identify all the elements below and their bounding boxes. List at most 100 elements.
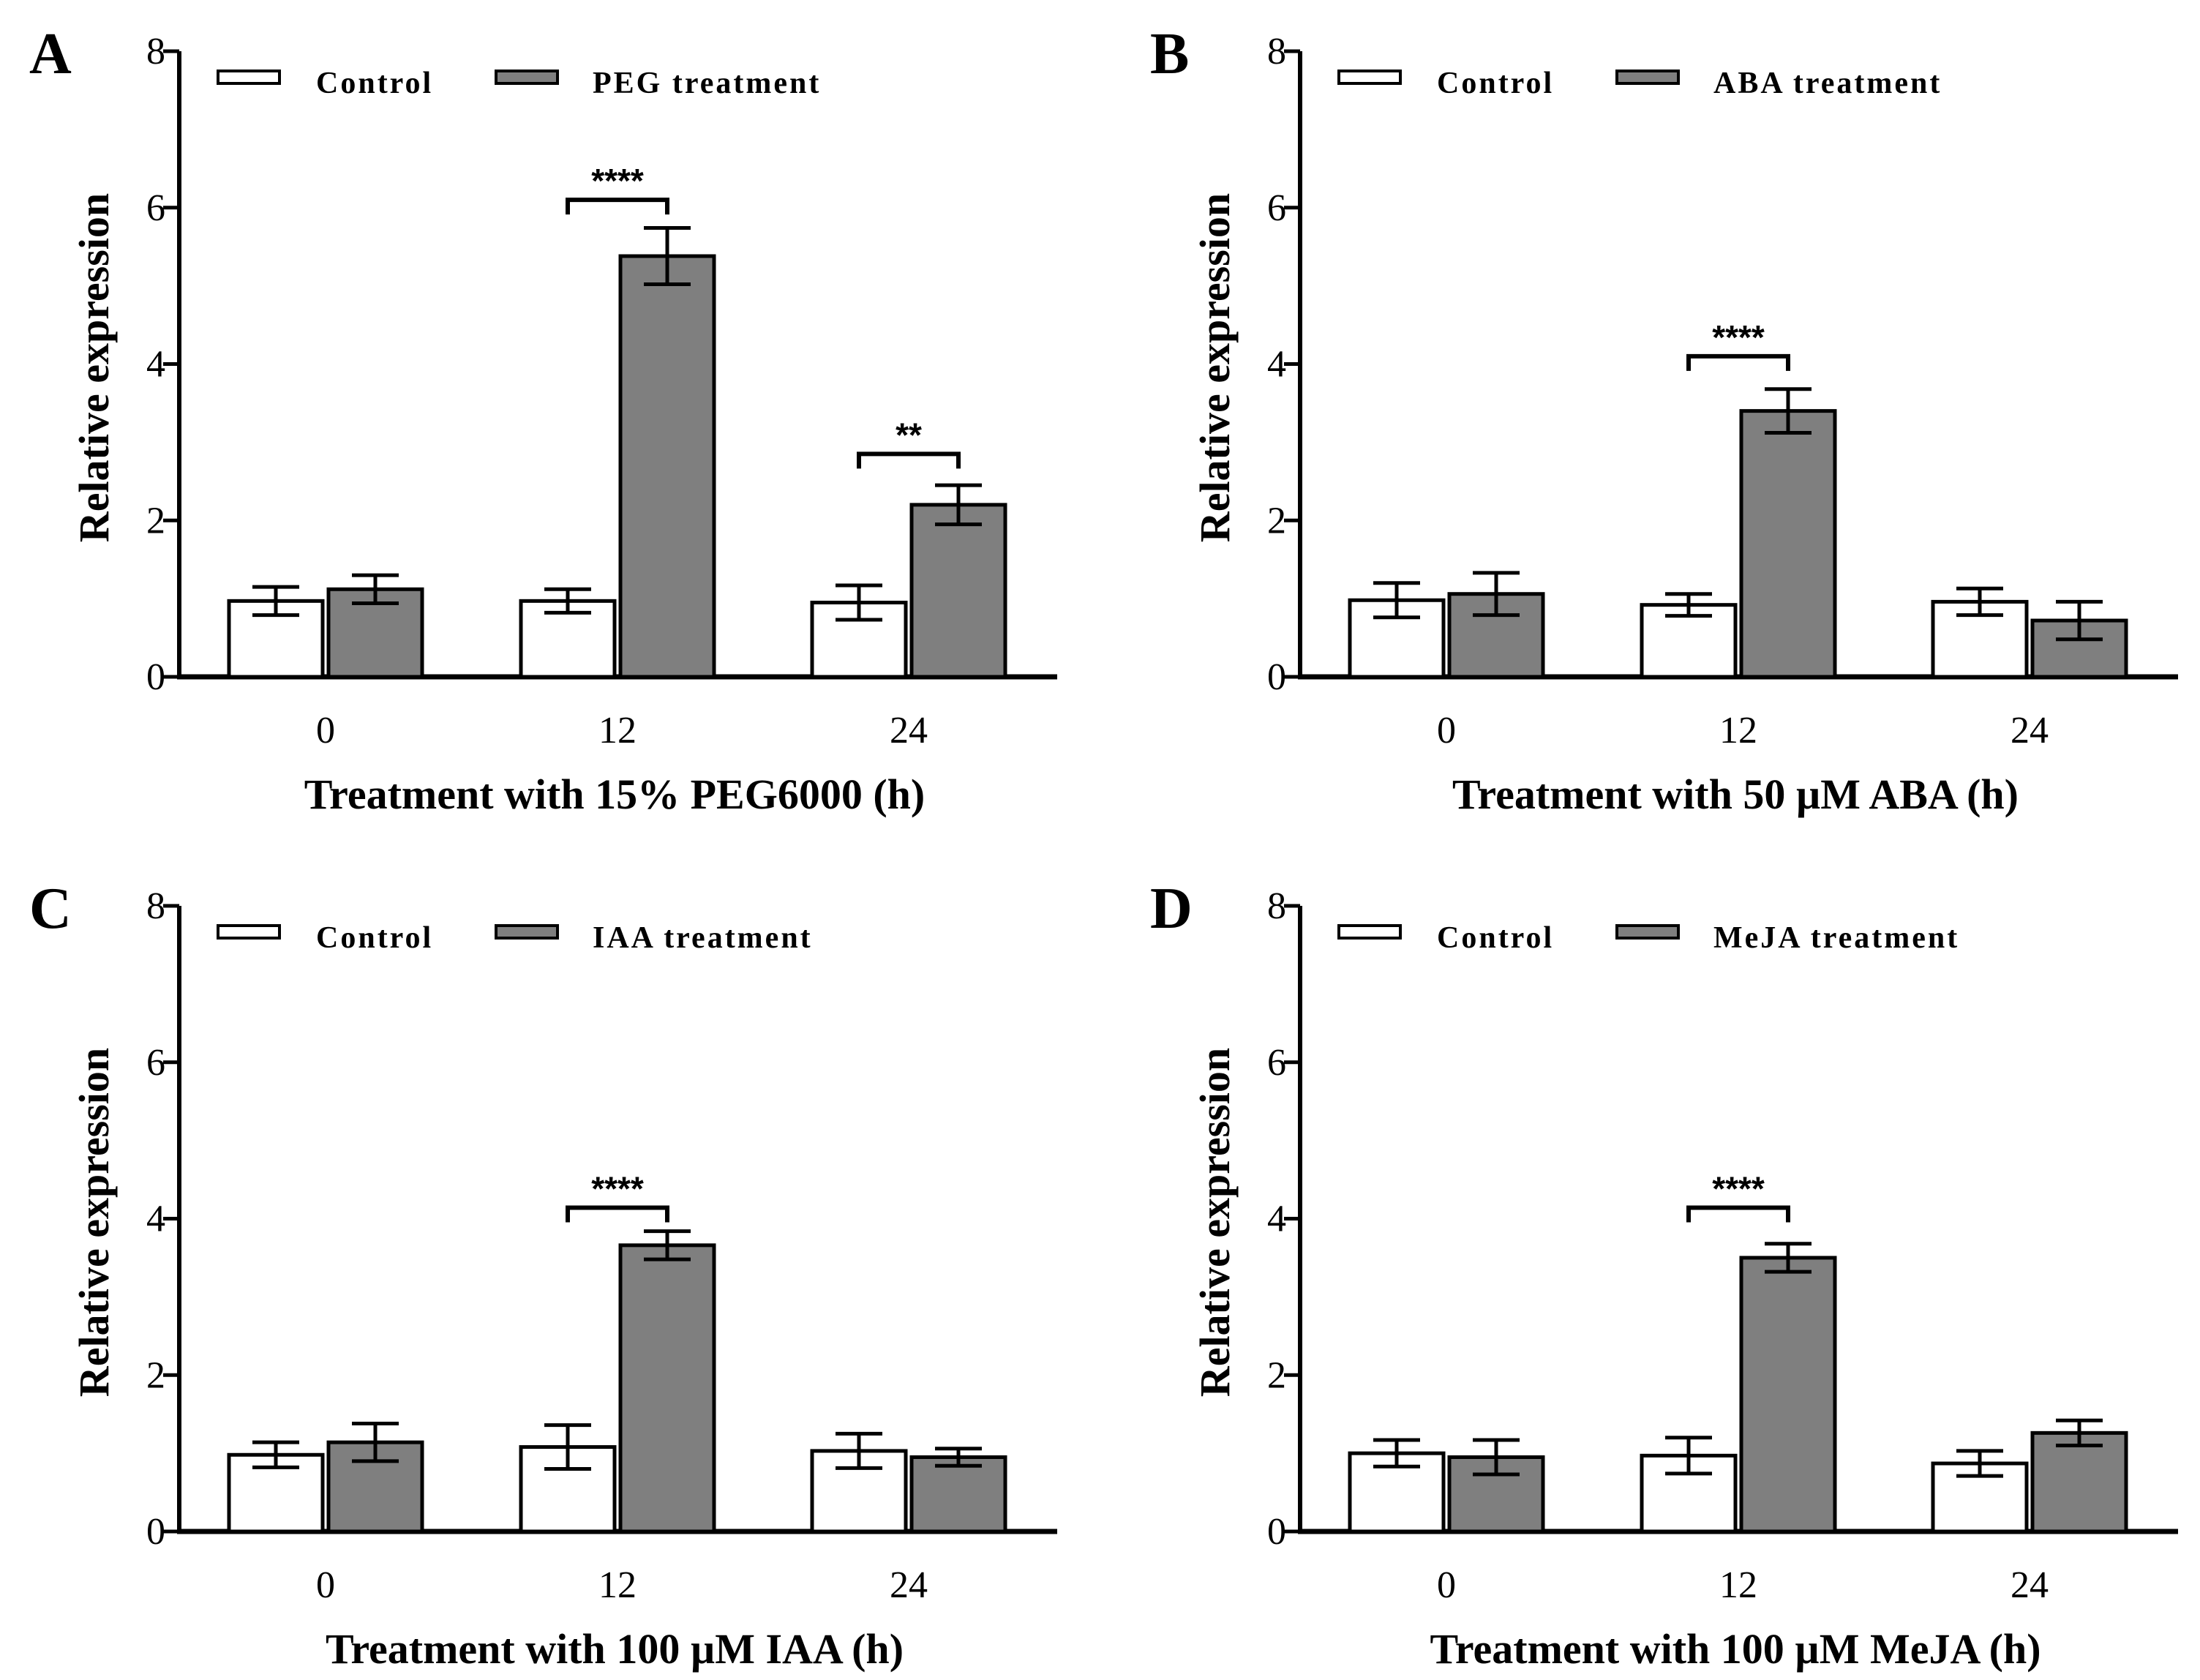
legend-label-control: Control: [316, 67, 433, 100]
error-bar: [544, 1423, 591, 1471]
bar-control-12h: [1640, 603, 1738, 679]
y-tick-label: 2: [1267, 500, 1286, 541]
error-bar: [935, 1447, 982, 1468]
legend-label-treatment: MeJA treatment: [1713, 921, 1959, 955]
y-tick-label: 6: [146, 187, 165, 229]
legend-label-treatment: IAA treatment: [593, 921, 813, 955]
legend-label-control: Control: [316, 921, 433, 955]
error-bar: [352, 1422, 399, 1463]
y-tick-label: 6: [1267, 187, 1286, 229]
significance-label: ****: [1712, 318, 1765, 356]
x-tick-label: 24: [2011, 1564, 2049, 1606]
legend-swatch-control: [1337, 924, 1402, 940]
significance-bracket: [1686, 353, 1790, 371]
significance-bracket: [857, 451, 961, 469]
significance-label: **: [896, 416, 922, 454]
error-bar: [1473, 1438, 1520, 1477]
x-tick-label: 0: [316, 710, 335, 751]
error-bar: [2056, 1418, 2103, 1447]
y-axis-title: Relative expression: [1191, 193, 1239, 542]
x-tick-label: 12: [1719, 710, 1757, 751]
x-tick-label: 24: [890, 710, 928, 751]
x-tick-label: 0: [1437, 710, 1456, 751]
legend-swatch-control: [217, 924, 281, 940]
y-axis-title: Relative expression: [70, 193, 118, 542]
error-bar: [1956, 586, 2003, 618]
error-bar: [1956, 1449, 2003, 1478]
error-bar: [1373, 581, 1420, 620]
y-tick-label: 4: [146, 344, 165, 386]
error-bar: [252, 1440, 299, 1469]
y-tick-label: 4: [146, 1199, 165, 1240]
panel-label: C: [29, 877, 72, 941]
x-axis-title: Treatment with 15% PEG6000 (h): [304, 770, 925, 818]
x-tick-label: 24: [2011, 710, 2049, 751]
error-bar: [836, 583, 882, 622]
y-tick-label: 8: [146, 885, 165, 927]
significance-bracket: [566, 198, 669, 215]
panel-label: D: [1150, 877, 1193, 941]
significance-bracket: [1686, 1205, 1790, 1223]
bar-treatment-24h: [909, 503, 1007, 679]
y-axis-title: Relative expression: [70, 1048, 118, 1397]
error-bar: [1473, 571, 1520, 618]
y-tick-label: 4: [1267, 1199, 1286, 1240]
error-bar: [836, 1431, 882, 1470]
y-tick-label: 2: [146, 1354, 165, 1396]
error-bar: [1765, 1242, 1812, 1274]
chart-panel-d: D 0 24 6 8 Treatment with 100 µM MeJA (h) Rela…: [1150, 877, 2178, 1673]
significance-label: ****: [591, 1170, 644, 1208]
bar-treatment-24h: [909, 1455, 1007, 1534]
bar-treatment-12h: [1739, 409, 1837, 679]
panel-label: A: [29, 22, 72, 86]
error-bar: [352, 573, 399, 606]
bar-treatment-24h: [2030, 1430, 2128, 1534]
significance-bracket: [566, 1205, 669, 1223]
legend-label-treatment: ABA treatment: [1713, 67, 1942, 100]
x-axis-title: Treatment with 50 µM ABA (h): [1452, 770, 2019, 818]
legend-swatch-treatment: [1615, 924, 1680, 940]
error-bar: [1373, 1438, 1420, 1469]
y-tick-label: 4: [1267, 344, 1286, 386]
legend-swatch-control: [217, 70, 281, 85]
error-bar: [644, 226, 691, 286]
x-tick-label: 0: [1437, 1564, 1456, 1606]
x-tick-label: 12: [598, 1564, 637, 1606]
y-tick-label: 6: [1267, 1042, 1286, 1084]
y-tick-label: 0: [1267, 656, 1286, 698]
error-bar: [1665, 1436, 1712, 1476]
bar-treatment-12h: [618, 1243, 716, 1534]
bar-control-0h: [227, 1452, 325, 1534]
legend-swatch-treatment: [495, 924, 559, 940]
legend-swatch-treatment: [495, 70, 559, 85]
y-tick-label: 0: [1267, 1511, 1286, 1553]
y-tick-label: 0: [146, 656, 165, 698]
y-axis-title: Relative expression: [1191, 1048, 1239, 1397]
x-axis-title: Treatment with 100 µM MeJA (h): [1430, 1625, 2041, 1673]
error-bar: [252, 585, 299, 618]
bar-treatment-12h: [618, 254, 716, 679]
error-bar: [644, 1229, 691, 1261]
legend-label-control: Control: [1437, 921, 1554, 955]
y-tick-label: 2: [146, 500, 165, 541]
x-tick-label: 24: [890, 1564, 928, 1606]
panel-label: B: [1150, 22, 1189, 86]
y-tick-label: 8: [1267, 885, 1286, 927]
error-bar: [544, 587, 591, 615]
error-bar: [1665, 592, 1712, 618]
error-bar: [935, 483, 982, 527]
y-tick-label: 8: [146, 31, 165, 72]
significance-label: ****: [1712, 1170, 1765, 1208]
legend-swatch-treatment: [1615, 70, 1680, 85]
y-tick-label: 0: [146, 1511, 165, 1553]
significance-label: ****: [591, 162, 644, 200]
x-tick-label: 12: [1719, 1564, 1757, 1606]
x-tick-label: 12: [598, 710, 637, 751]
error-bar: [1765, 387, 1812, 435]
y-tick-label: 8: [1267, 31, 1286, 72]
legend-swatch-control: [1337, 70, 1402, 85]
